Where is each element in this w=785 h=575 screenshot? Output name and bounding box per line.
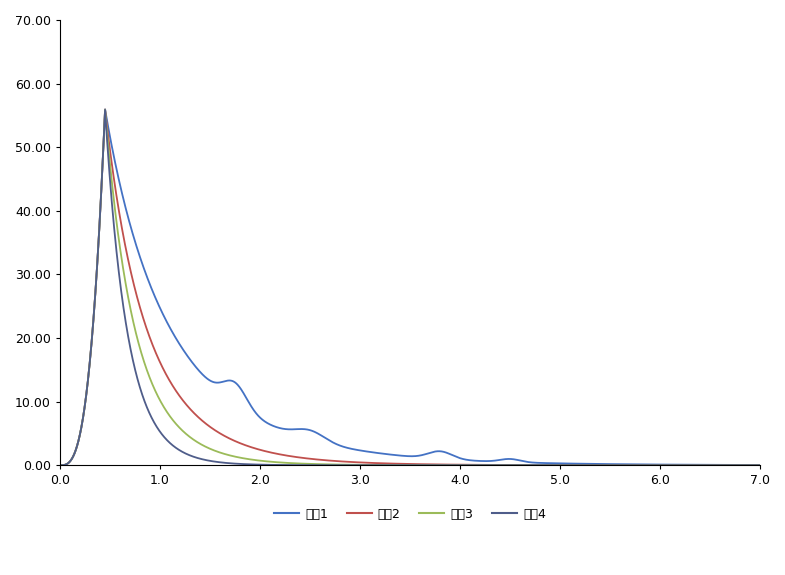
계열2 <box>666 462 676 469</box>
계열1 <box>55 462 64 469</box>
계열3 <box>324 461 334 468</box>
계열2 <box>100 106 110 113</box>
계열2 <box>177 396 186 402</box>
계열4 <box>100 106 110 113</box>
계열3 <box>666 462 676 469</box>
계열2 <box>742 462 751 469</box>
계열3 <box>755 462 765 469</box>
계열4 <box>755 462 765 469</box>
계열1 <box>354 447 363 454</box>
계열4 <box>135 385 144 392</box>
Line: 계열1: 계열1 <box>60 109 760 465</box>
계열2 <box>55 462 64 469</box>
계열1 <box>324 436 334 443</box>
계열1 <box>755 462 765 469</box>
계열4 <box>354 462 363 469</box>
계열2 <box>135 304 144 311</box>
계열3 <box>177 427 186 434</box>
계열2 <box>354 459 363 466</box>
Line: 계열4: 계열4 <box>60 110 760 465</box>
Legend: 계열1, 계열2, 계열3, 계열4: 계열1, 계열2, 계열3, 계열4 <box>268 503 551 526</box>
계열1 <box>666 461 676 468</box>
계열1 <box>742 462 751 469</box>
계열3 <box>135 345 144 352</box>
계열2 <box>755 462 765 469</box>
계열4 <box>177 448 186 455</box>
계열3 <box>742 462 751 469</box>
계열3 <box>100 106 110 113</box>
계열4 <box>55 462 64 469</box>
계열4 <box>324 462 334 469</box>
계열3 <box>354 461 363 468</box>
계열3 <box>55 462 64 469</box>
계열1 <box>135 254 144 261</box>
Line: 계열2: 계열2 <box>60 109 760 465</box>
Line: 계열3: 계열3 <box>60 110 760 465</box>
계열2 <box>324 457 334 464</box>
계열1 <box>100 106 110 113</box>
계열4 <box>742 462 751 469</box>
계열1 <box>177 344 186 351</box>
계열4 <box>666 462 676 469</box>
